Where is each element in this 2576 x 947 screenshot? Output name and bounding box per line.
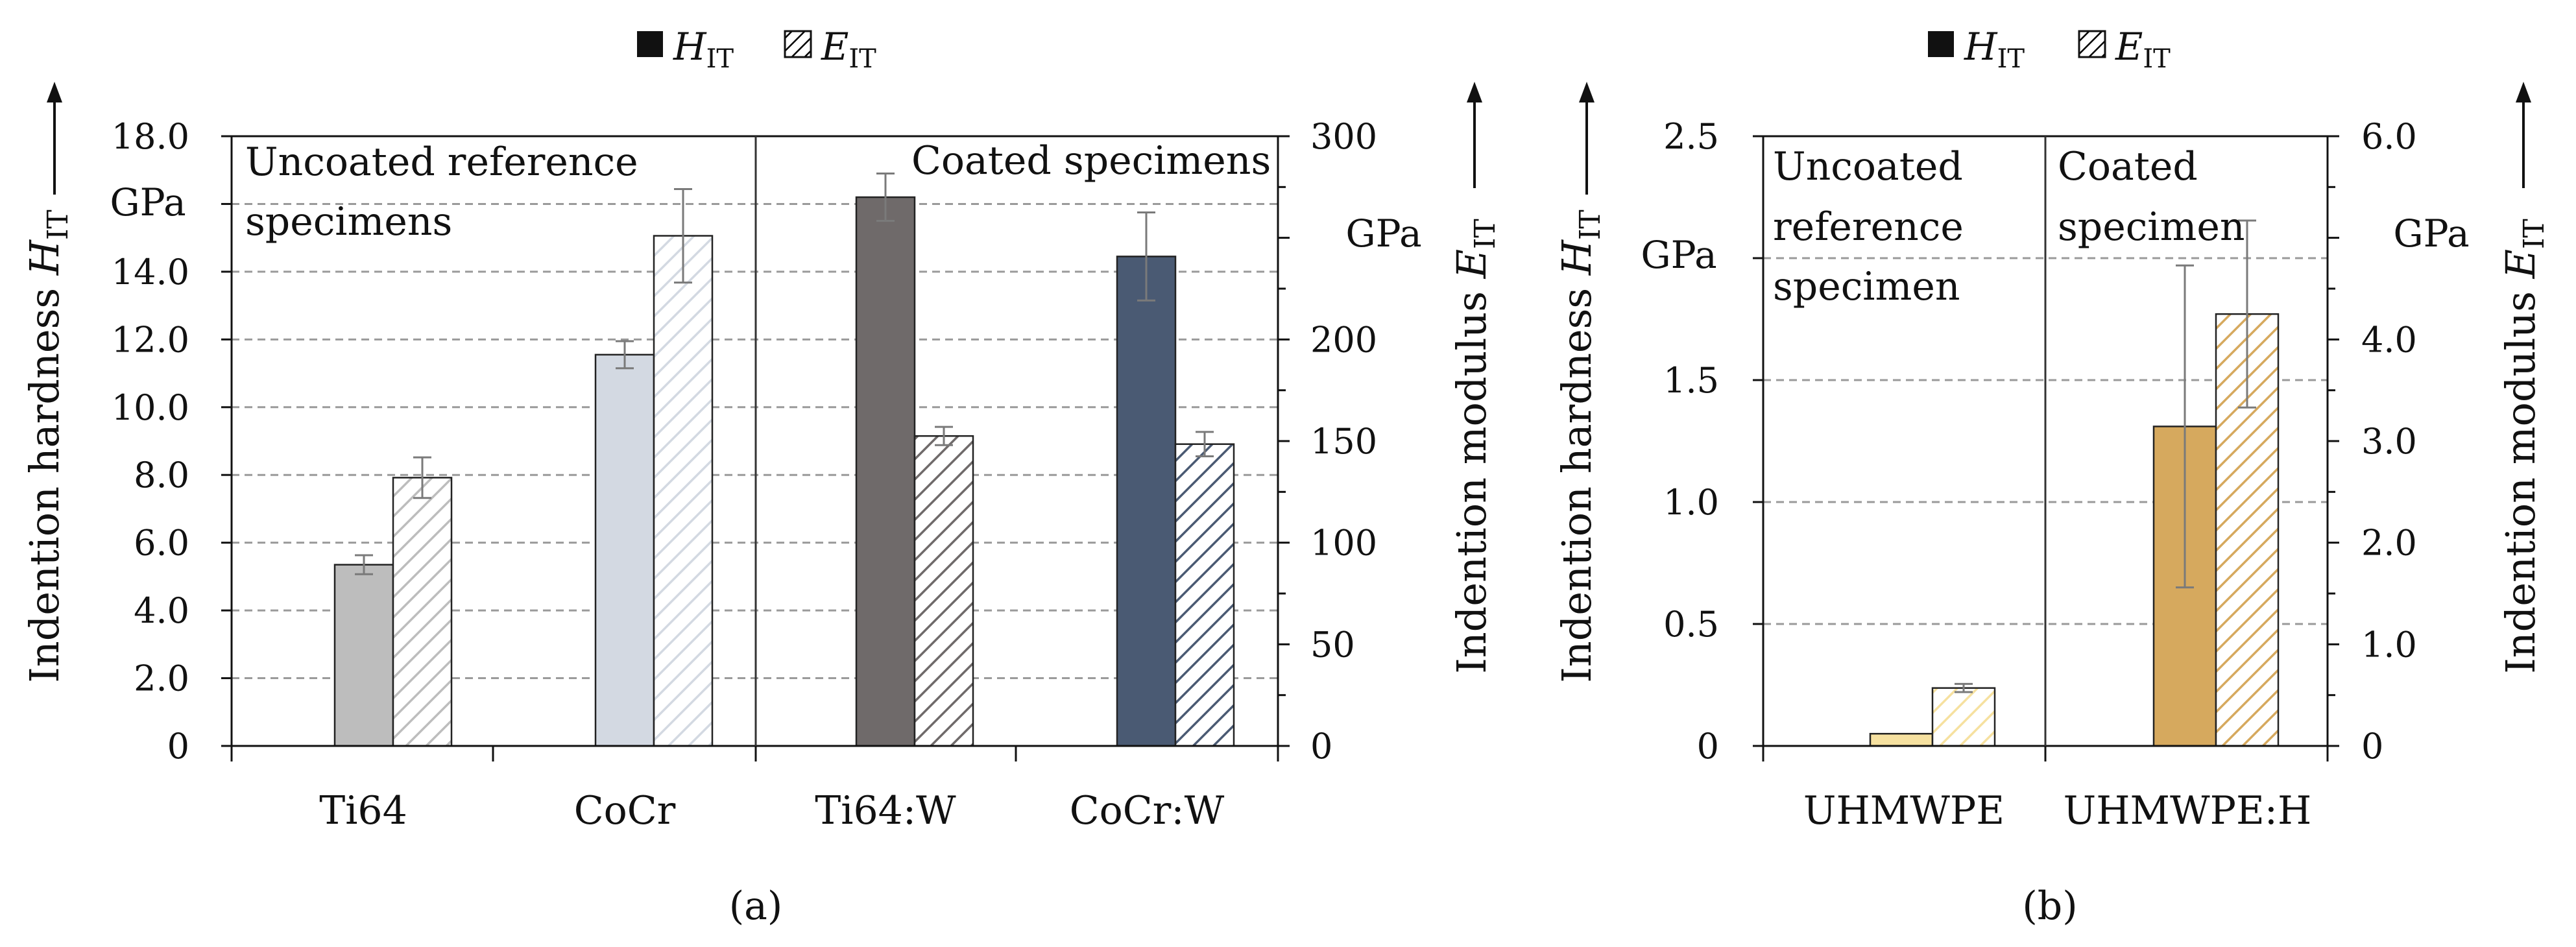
chart-b-left-axis-arrow [1579,82,1595,195]
chart-b-left-unit: GPa [1641,233,1716,277]
legend-b-h-swatch [1928,31,1954,57]
chart-b-uncoated-label-2: reference [1773,204,1964,250]
chart-a-right-unit: GPa [1345,211,1421,256]
chart-a-right-tick-label: 150 [1310,421,1377,462]
chart-a-category-label: CoCr:W [1070,788,1225,833]
chart-b-bars [1869,313,2280,747]
chart-a-bars [333,196,1235,747]
chart-a-bar-h-it-ti64-w [855,196,916,747]
chart-a-bar-h-it-ti64 [333,564,394,747]
chart-a-left-tick-label: 12.0 [112,319,189,360]
chart-a-uncoated-label: Uncoated reference [245,139,638,185]
chart-b-bar-h-it-uhmwpe [1869,732,1934,747]
chart-b-category-labels: UHMWPE UHMWPE:H [1803,788,2311,833]
chart-b-right-tick-label: 4.0 [2361,319,2417,360]
chart-a-category-label: CoCr [574,788,676,833]
chart-a-left-tick-labels: 0 2.0 4.0 6.0 8.0 10.0 12.0 14.0 18.0 [112,116,189,767]
chart-b-right-tick-labels: 0 1.0 2.0 3.0 4.0 6.0 [2361,116,2417,767]
chart-a: 0 2.0 4.0 6.0 8.0 10.0 12.0 14.0 18.0 0 50 100 150 2… [21,82,1502,929]
chart-a-left-axis-arrow [47,82,62,195]
chart-a-right-tick-label: 100 [1310,523,1377,564]
chart-a-bar-e-it-cocr-w [1174,443,1235,747]
chart-b-uncoated-label-3: specimen [1773,264,1960,309]
chart-b-right-tick-label: 0 [2361,726,2383,767]
legend-a-h-label: HIT [673,25,734,74]
chart-a-bar-e-it-cocr [653,235,714,747]
legend-b-e-swatch [2078,30,2106,58]
chart-b-right-tick-label: 6.0 [2361,116,2417,157]
chart-b-coated-label: Coated [2058,144,2198,189]
chart-a-left-unit: GPa [110,180,186,224]
legend-a: HIT EIT [637,25,876,74]
chart-b-right-tick-label: 2.0 [2361,523,2417,564]
chart-a-right-tick-label: 0 [1310,726,1332,767]
chart-b-uncoated-label: Uncoated [1773,144,1963,189]
chart-a-left-tick-label: 6.0 [134,523,189,564]
chart-b-left-tick-labels: 0 0.5 1.0 1.5 2.5 [1663,116,1719,767]
chart-b-left-tick-label: 2.5 [1663,116,1719,157]
chart-a-left-tick-label: 18.0 [112,116,189,157]
legend-b: HIT EIT [1928,25,2171,74]
chart-b-right-axis-label: Indention modulus EIT [2497,219,2551,673]
chart-a-category-label: Ti64 [319,788,407,833]
chart-a-left-tick-label: 10.0 [112,387,189,428]
chart-a-category-labels: Ti64 CoCr Ti64:W CoCr:W [319,788,1224,833]
chart-b-right-tick-label: 3.0 [2361,421,2417,462]
chart-b-left-tick-label: 0.5 [1663,604,1719,645]
chart-a-caption: (a) [729,883,783,929]
chart-b-bar-e-it-uhmwpe [1931,687,1996,747]
chart-a-uncoated-label-2: specimens [245,199,452,245]
legend-a-e-swatch [784,30,812,58]
legend-a-h-swatch [637,31,663,57]
chart-b-category-label: UHMWPE [1803,788,2004,833]
chart-b-left-tick-label: 0 [1697,726,1719,767]
legend-a-e-label: EIT [821,25,876,74]
chart-a-bar-e-it-ti64-w [913,435,974,747]
chart-a-right-tick-label: 300 [1310,116,1377,157]
chart-b-left-axis-label: Indention hardness HIT [1553,210,1607,682]
chart-a-bar-e-it-ti64 [392,477,453,747]
chart-a-left-tick-label: 4.0 [134,590,189,631]
chart-a-left-axis-label: Indention hardness HIT [21,210,75,682]
chart-b-right-unit: GPa [2393,211,2469,256]
chart-b-coated-label-2: specimen [2058,204,2245,250]
chart-a-bar-h-it-cocr-w [1116,256,1177,747]
chart-a-bar-h-it-cocr [594,354,655,747]
chart-a-left-tick-label: 8.0 [134,455,189,496]
chart-a-axes [221,135,1290,761]
chart-a-right-axis-arrow [1467,82,1482,188]
chart-b-right-axis-arrow [2516,82,2531,188]
chart-a-left-tick-label: 14.0 [112,252,189,293]
chart-a-left-tick-label: 2.0 [134,658,189,699]
chart-a-right-tick-label: 50 [1310,624,1355,665]
chart-a-coated-label: Coated specimens [911,138,1271,184]
chart-a-right-tick-labels: 0 50 100 150 200 300 [1310,116,1377,767]
chart-b-right-tick-label: 1.0 [2361,624,2417,665]
chart-a-category-label: Ti64:W [815,788,956,833]
chart-b-error-bars [1955,219,2256,693]
chart-b-category-label: UHMWPE:H [2064,788,2312,833]
chart-a-right-axis-label: Indention modulus EIT [1448,219,1502,673]
chart-b-axes [1753,135,2339,761]
chart-b: 0 0.5 1.0 1.5 2.5 0 1.0 2.0 3.0 4.0 6.0 GPa GPa I… [1553,82,2551,929]
chart-a-right-tick-label: 200 [1310,319,1377,360]
chart-a-error-bars [355,172,1214,575]
chart-b-caption: (b) [2022,883,2077,929]
legend-b-h-label: HIT [1964,25,2025,74]
chart-b-left-tick-label: 1.5 [1663,360,1719,401]
chart-b-left-tick-label: 1.0 [1663,482,1719,523]
chart-a-left-tick-label: 0 [167,726,189,767]
legend-b-e-label: EIT [2115,25,2171,74]
